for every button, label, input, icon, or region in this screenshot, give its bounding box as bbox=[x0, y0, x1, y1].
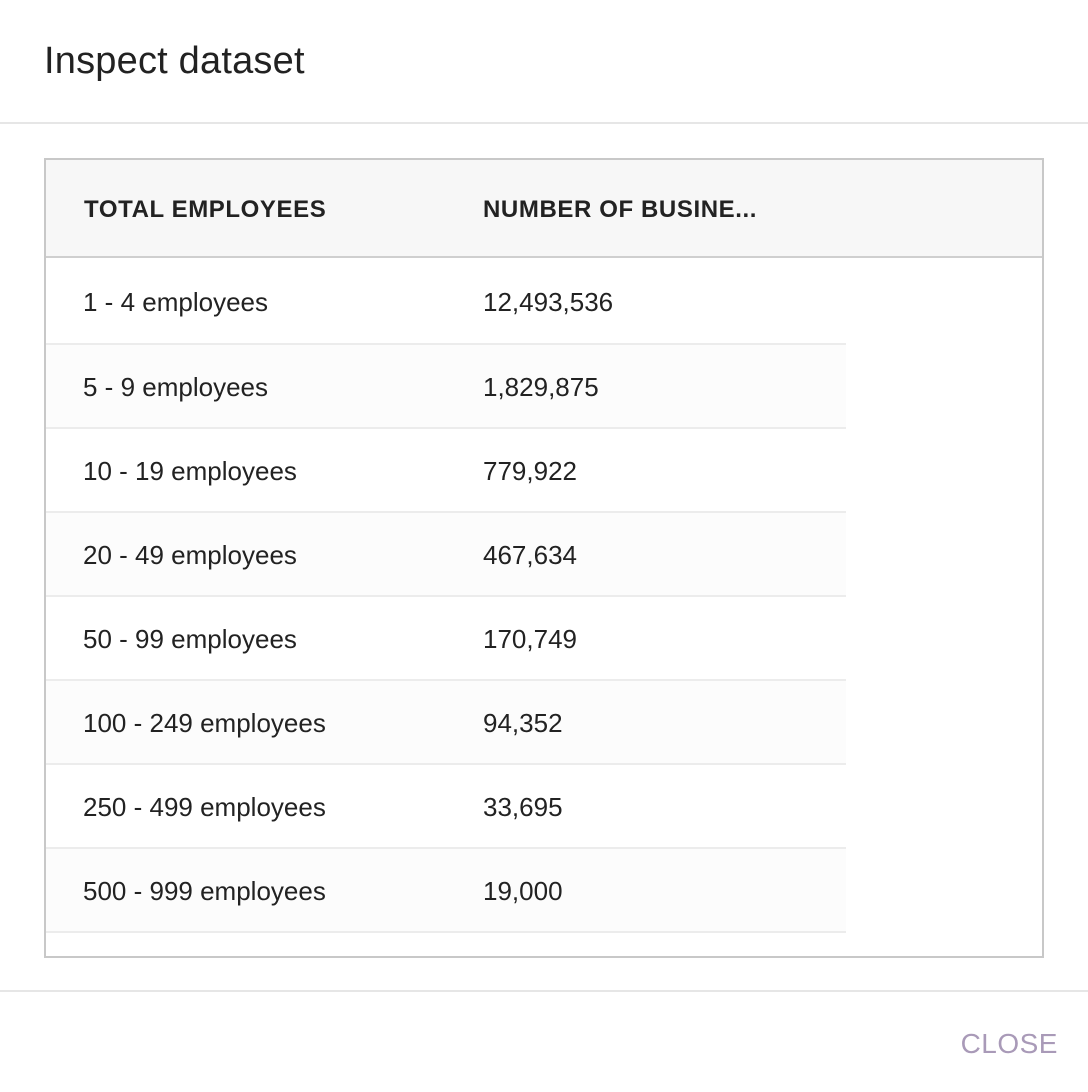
cell-total-employees: 1 - 4 employees bbox=[83, 287, 268, 317]
cell-number-of-businesses: 94,352 bbox=[483, 708, 563, 738]
cell-number-of-businesses: 779,922 bbox=[483, 456, 577, 486]
table-row: 500 - 999 employees 19,000 bbox=[46, 849, 846, 933]
cell-total-employees: 250 - 499 employees bbox=[83, 792, 326, 822]
cell-number-of-businesses: 33,695 bbox=[483, 792, 563, 822]
cell-total-employees: 50 - 99 employees bbox=[83, 624, 297, 654]
table-row: 5 - 9 employees 1,829,875 bbox=[46, 345, 846, 429]
cell-number-of-businesses: 170,749 bbox=[483, 624, 577, 654]
table-row: 1 - 4 employees 12,493,536 bbox=[46, 258, 846, 345]
table-row: 50 - 99 employees 170,749 bbox=[46, 597, 846, 681]
cell-total-employees: 500 - 999 employees bbox=[83, 876, 326, 906]
dialog-title: Inspect dataset bbox=[44, 40, 305, 82]
dataset-table[interactable]: TOTAL EMPLOYEES NUMBER OF BUSINE... 1 - … bbox=[44, 158, 1044, 958]
close-button[interactable]: CLOSE bbox=[960, 1028, 1058, 1059]
column-header-number-of-businesses[interactable]: NUMBER OF BUSINE... bbox=[483, 196, 758, 223]
table-row: 20 - 49 employees 467,634 bbox=[46, 513, 846, 597]
cell-number-of-businesses: 467,634 bbox=[483, 540, 577, 570]
table-row: 100 - 249 employees 94,352 bbox=[46, 681, 846, 765]
cell-number-of-businesses: 12,493,536 bbox=[483, 287, 614, 317]
table-row: 10 - 19 employees 779,922 bbox=[46, 429, 846, 513]
table-header-row: TOTAL EMPLOYEES NUMBER OF BUSINE... bbox=[46, 160, 1042, 258]
cell-number-of-businesses: 19,000 bbox=[483, 876, 563, 906]
cell-total-employees: 10 - 19 employees bbox=[83, 456, 297, 486]
table-body: 1 - 4 employees 12,493,536 5 - 9 employe… bbox=[46, 258, 846, 933]
cell-number-of-businesses: 1,829,875 bbox=[483, 372, 599, 402]
cell-total-employees: 5 - 9 employees bbox=[83, 372, 268, 402]
table-row: 250 - 499 employees 33,695 bbox=[46, 765, 846, 849]
column-header-total-employees[interactable]: TOTAL EMPLOYEES bbox=[84, 196, 327, 223]
dialog-footer: CLOSE bbox=[0, 990, 1088, 1092]
cell-total-employees: 20 - 49 employees bbox=[83, 540, 297, 570]
cell-total-employees: 100 - 249 employees bbox=[83, 708, 326, 738]
dialog-header: Inspect dataset bbox=[0, 0, 1088, 124]
